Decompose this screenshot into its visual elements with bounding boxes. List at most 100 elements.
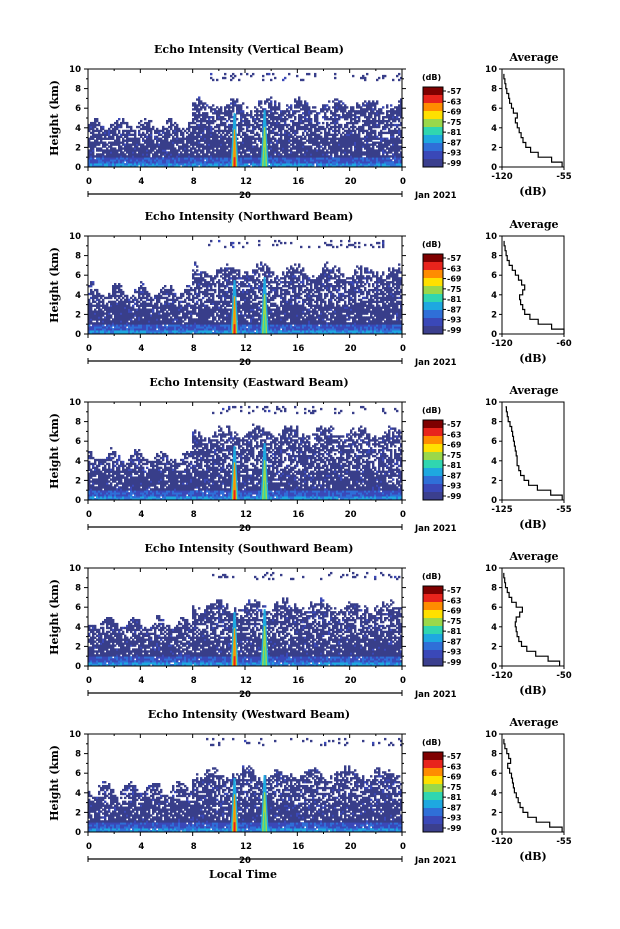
echo-cell: [206, 133, 209, 137]
echo-cell: [312, 143, 315, 146]
y-tick-label: 8: [75, 85, 81, 95]
echo-cell: [354, 155, 357, 158]
echo-cell: [182, 326, 185, 329]
echo-cell: [102, 298, 105, 302]
echo-cell: [112, 300, 115, 304]
echo-cell: [386, 141, 389, 144]
echo-cell: [208, 306, 211, 309]
echo-cell: [122, 147, 125, 150]
echo-cell: [200, 322, 203, 325]
echo-cell: [372, 119, 375, 123]
echo-cell: [318, 135, 321, 138]
echo-cell: [198, 304, 201, 307]
echo-cell: [256, 125, 259, 129]
echo-cell: [386, 151, 389, 154]
echo-cell: [144, 320, 147, 323]
echo-cell: [128, 159, 131, 162]
echo-cell: [126, 159, 129, 162]
echo-cell: [400, 139, 403, 142]
echo-cell: [244, 149, 247, 152]
echo-cell: [380, 121, 383, 125]
echo-cell: [298, 139, 301, 142]
echo-cell: [198, 288, 201, 292]
echo-cell: [382, 116, 385, 119]
echo-cell: [102, 127, 105, 131]
echo-cell: [300, 104, 303, 107]
echo-cell: [354, 110, 357, 113]
echo-cell: [106, 165, 109, 168]
echo-cell: [400, 141, 403, 144]
echo-cell: [376, 149, 379, 152]
echo-cell: [154, 159, 157, 162]
echo-cell: [200, 129, 203, 133]
echo-cell: [212, 119, 215, 123]
echo-cell: [152, 298, 155, 302]
echo-cell: [360, 76, 363, 80]
echo-cell: [348, 161, 351, 164]
echo-cell: [394, 141, 397, 144]
echo-cell: [198, 149, 201, 152]
echo-cell: [172, 143, 175, 146]
echo-cell: [330, 157, 333, 160]
echo-cell: [92, 310, 95, 313]
echo-cell: [190, 165, 193, 168]
echo-cell: [98, 141, 101, 144]
echo-cell: [194, 322, 197, 325]
echo-cell: [102, 300, 105, 304]
echo-cell: [172, 306, 175, 309]
echo-cell: [172, 326, 175, 329]
echo-cell: [174, 147, 177, 150]
echo-cell: [98, 131, 101, 135]
echo-cell: [134, 308, 137, 311]
echo-cell: [160, 330, 163, 333]
echo-cell: [392, 161, 395, 164]
echo-cell: [232, 100, 235, 103]
echo-cell: [170, 302, 173, 305]
echo-cell: [180, 296, 183, 300]
echo-cell: [168, 330, 171, 333]
echo-cell: [392, 135, 395, 138]
echo-cell: [308, 116, 311, 119]
echo-cell: [122, 151, 125, 154]
echo-cell: [90, 141, 93, 144]
echo-cell: [252, 153, 255, 156]
echo-cell: [156, 165, 159, 168]
echo-cell: [166, 119, 169, 123]
echo-cell: [260, 153, 263, 156]
echo-cell: [114, 306, 117, 309]
echo-cell: [338, 159, 341, 162]
echo-cell: [96, 127, 99, 131]
echo-cell: [222, 149, 225, 152]
echo-cell: [102, 332, 105, 335]
echo-cell: [322, 149, 325, 152]
echo-cell: [194, 151, 197, 154]
echo-cell: [174, 133, 177, 137]
echo-cell: [206, 310, 209, 313]
echo-cell: [284, 135, 287, 138]
echo-cell: [296, 161, 299, 164]
echo-cell: [120, 157, 123, 160]
echo-cell: [120, 314, 123, 317]
echo-cell: [366, 137, 369, 140]
echo-cell: [158, 139, 161, 142]
echo-cell: [384, 149, 387, 152]
echo-cell: [298, 151, 301, 154]
echo-cell: [192, 145, 195, 148]
echo-cell: [358, 157, 361, 160]
echo-cell: [170, 165, 173, 168]
echo-cell: [176, 159, 179, 162]
echo-cell: [182, 161, 185, 164]
echo-cell: [112, 147, 115, 150]
echo-cell: [130, 147, 133, 150]
echo-cell: [276, 153, 279, 156]
echo-cell: [286, 114, 289, 117]
echo-cell: [92, 163, 95, 166]
echo-cell: [380, 163, 383, 166]
echo-cell: [318, 161, 321, 164]
echo-cell: [190, 286, 193, 290]
echo-cell: [158, 310, 161, 313]
echo-cell: [106, 133, 109, 137]
echo-cell: [276, 155, 279, 158]
echo-cell: [182, 141, 185, 144]
echo-cell: [144, 161, 147, 164]
